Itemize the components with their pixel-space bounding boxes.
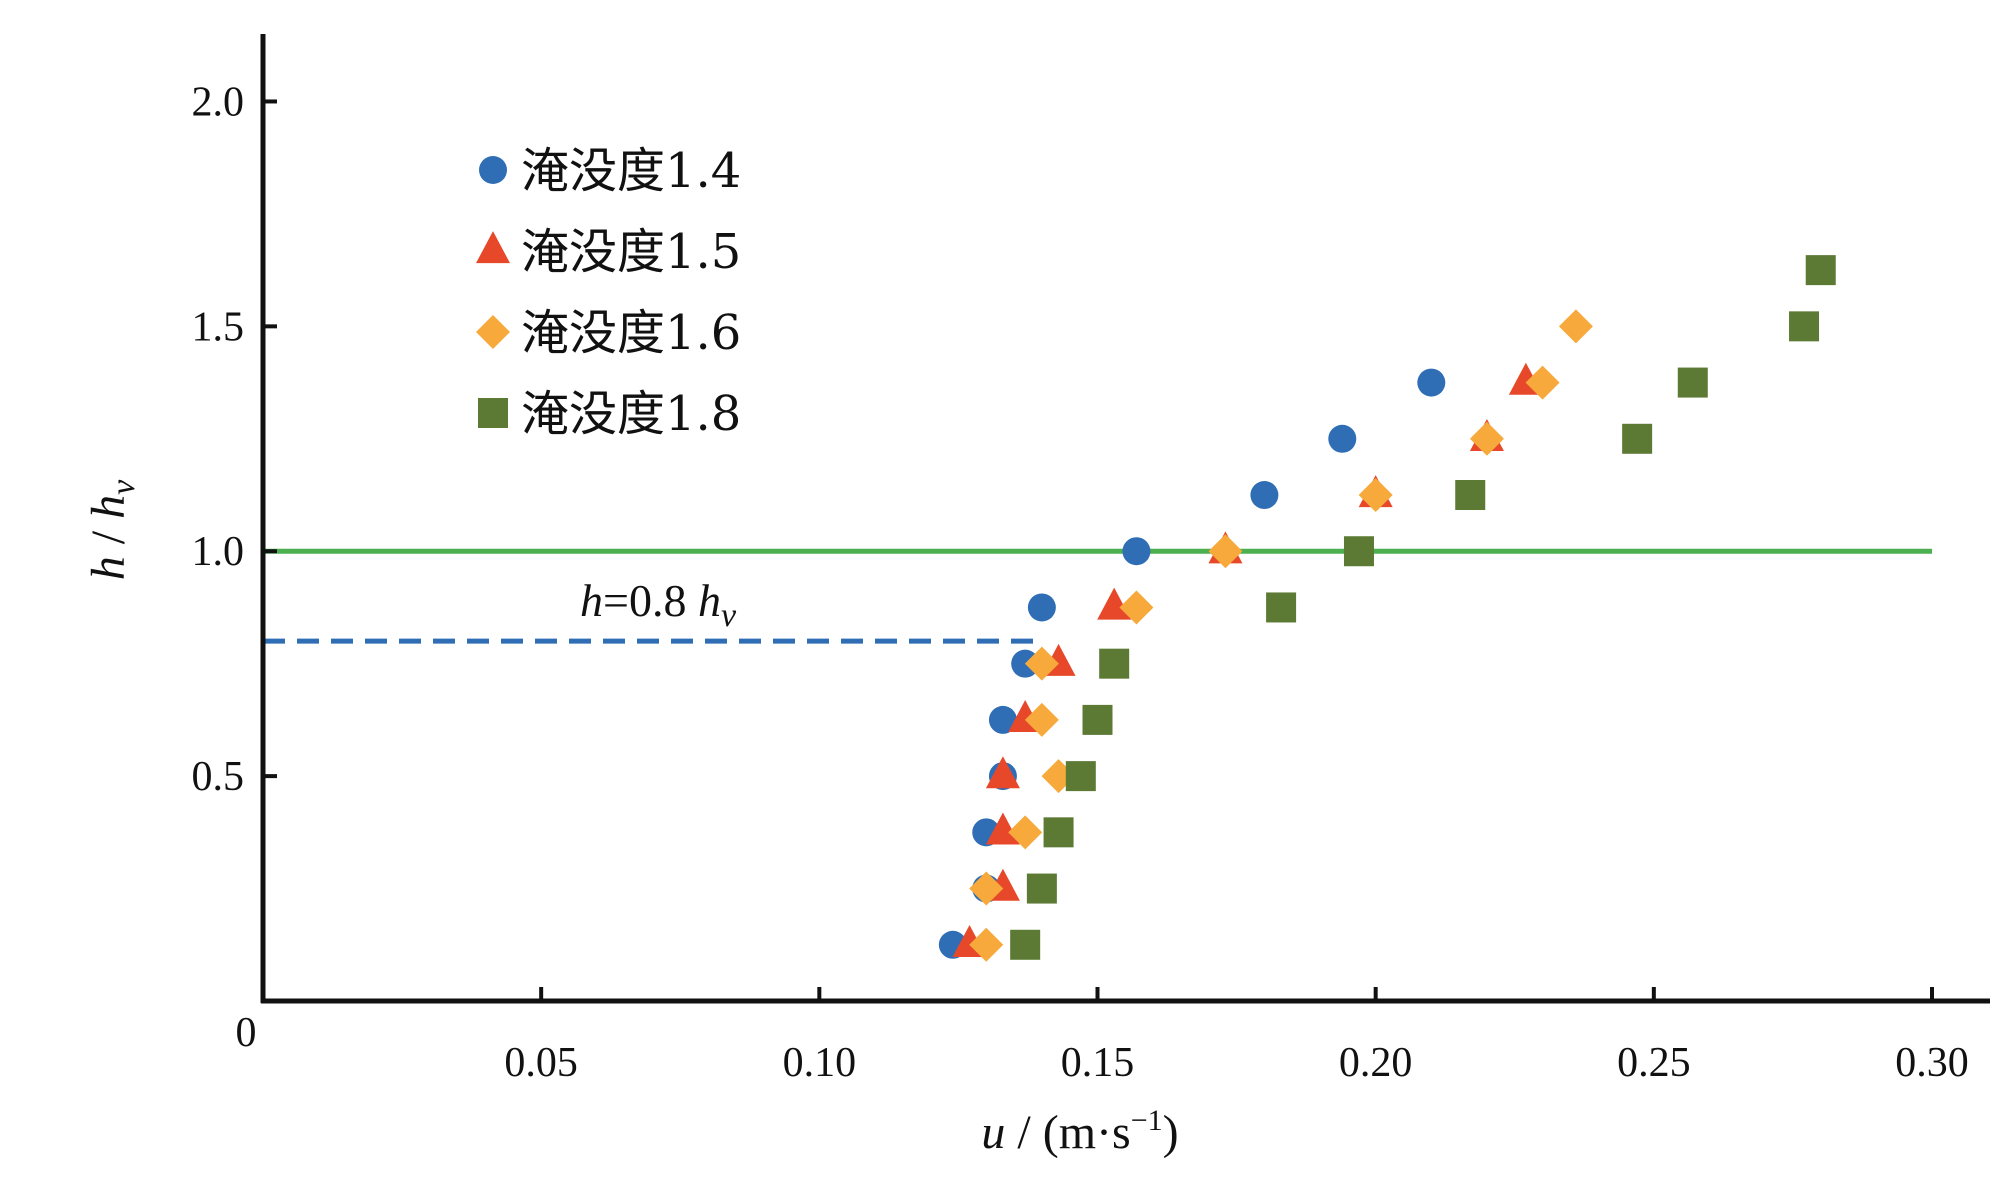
data-point-diamond — [1119, 590, 1154, 625]
x-tick-label: 0.30 — [1895, 1040, 1969, 1086]
data-point-diamond — [1024, 702, 1059, 737]
data-point-square — [1266, 592, 1297, 623]
data-point-diamond — [1558, 309, 1593, 344]
legend-marker-square — [478, 398, 508, 428]
x-tick-label: 0.25 — [1617, 1040, 1691, 1086]
data-point-diamond — [1358, 478, 1393, 513]
data-point-square — [1622, 423, 1653, 454]
data-point-square — [1010, 929, 1041, 960]
data-point-triangle — [985, 756, 1020, 789]
data-point-diamond — [1024, 646, 1059, 681]
series-circle — [938, 368, 1446, 959]
ticks: 0.05 0.10 0.15 0.20 0.25 0.30 0.5 1.0 1.5 2.0 — [192, 79, 1969, 1086]
data-point-circle — [1027, 593, 1056, 622]
data-point-triangle — [985, 812, 1020, 845]
data-point-circle — [1122, 537, 1151, 566]
legend-label: 淹没度1.4 — [521, 143, 741, 199]
data-point-diamond — [969, 927, 1004, 962]
data-point-square — [1677, 367, 1708, 398]
y-tick-label: 1.0 — [192, 529, 245, 575]
data-point-triangle — [1097, 587, 1132, 620]
data-point-square — [1065, 761, 1096, 792]
legend-label: 淹没度1.5 — [521, 224, 741, 280]
data-point-diamond — [1208, 534, 1243, 569]
data-point-diamond — [1008, 815, 1043, 850]
legend-marker-triangle — [476, 231, 510, 264]
y-tick-label: 2.0 — [192, 79, 245, 125]
data-point-square — [1805, 255, 1836, 286]
origin-label: 0 — [236, 1010, 257, 1056]
x-tick-label: 0.15 — [1061, 1040, 1135, 1086]
data-point-square — [1099, 648, 1130, 679]
legend-marker-circle — [479, 156, 507, 184]
data-point-diamond — [1525, 365, 1560, 400]
series-diamond — [969, 309, 1593, 962]
legend: 淹没度1.4 淹没度1.5 淹没度1.6 淹没度1.8 — [476, 143, 741, 442]
x-tick-label: 0.05 — [504, 1040, 578, 1086]
data-point-circle — [1417, 368, 1446, 397]
legend-marker-diamond — [476, 315, 510, 349]
data-point-square — [1026, 873, 1057, 904]
data-point-circle — [988, 705, 1017, 734]
data-point-diamond — [969, 871, 1004, 906]
y-tick-label: 0.5 — [192, 754, 245, 800]
annotation-label: h=0.8 hv — [580, 575, 737, 634]
reference-lines — [263, 548, 1932, 644]
data-point-circle — [1250, 481, 1279, 510]
data-points — [938, 255, 1836, 962]
legend-label: 淹没度1.6 — [521, 305, 741, 361]
data-point-square — [1343, 536, 1374, 567]
data-point-square — [1789, 311, 1820, 342]
data-point-square — [1043, 817, 1074, 848]
data-point-square — [1082, 704, 1113, 735]
legend-label: 淹没度1.8 — [521, 386, 741, 442]
series-square — [1010, 255, 1836, 960]
x-tick-label: 0.20 — [1339, 1040, 1413, 1086]
x-tick-label: 0.10 — [783, 1040, 857, 1086]
x-axis-title: u / (m·s−1) — [981, 1104, 1178, 1159]
data-point-diamond — [1469, 421, 1504, 456]
data-point-circle — [1328, 424, 1357, 453]
y-axis-title: h / hv — [82, 479, 142, 580]
y-tick-label: 1.5 — [192, 304, 245, 350]
data-point-square — [1455, 480, 1486, 511]
